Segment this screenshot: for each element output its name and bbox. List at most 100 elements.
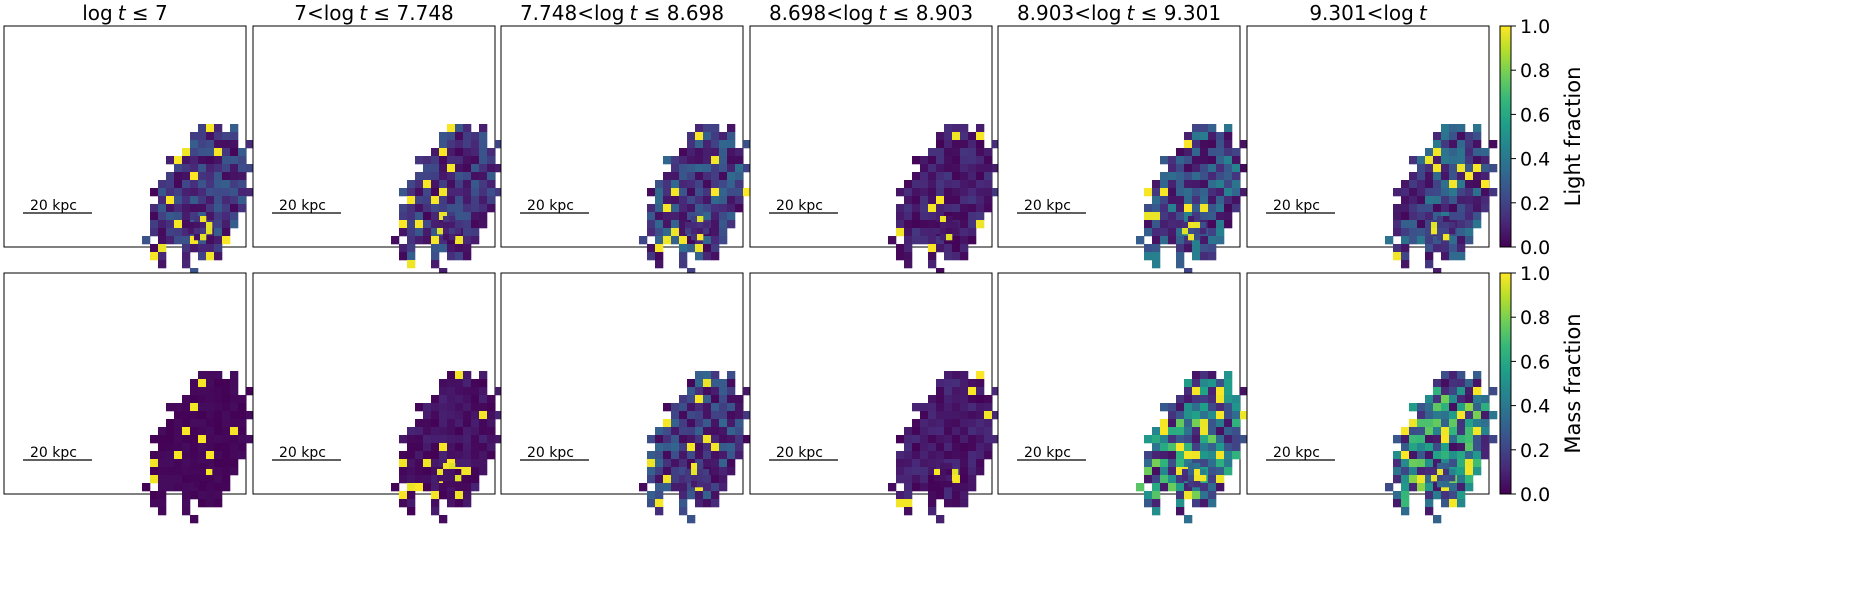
pixel bbox=[976, 164, 985, 173]
pixel bbox=[206, 148, 215, 157]
pixel bbox=[1473, 467, 1482, 476]
pixel bbox=[214, 491, 223, 500]
pixel bbox=[182, 395, 191, 404]
pixel bbox=[407, 451, 416, 460]
pixel bbox=[214, 220, 223, 229]
pixel bbox=[904, 491, 913, 500]
pixel bbox=[391, 483, 400, 492]
panel-r0-c3: 20 kpc bbox=[749, 25, 1001, 277]
pixel bbox=[222, 140, 231, 149]
pixel bbox=[727, 212, 736, 221]
pixel bbox=[222, 395, 231, 404]
pixel bbox=[463, 140, 472, 149]
pixel bbox=[679, 427, 688, 436]
companion-pixel bbox=[188, 475, 195, 482]
pixel bbox=[1208, 252, 1217, 261]
pixel bbox=[711, 156, 720, 165]
pixel bbox=[415, 475, 424, 484]
pixel bbox=[695, 371, 704, 380]
pixel bbox=[174, 204, 183, 213]
pixel bbox=[1216, 435, 1225, 444]
pixel bbox=[431, 427, 440, 436]
pixel bbox=[238, 435, 247, 444]
pixel bbox=[1457, 475, 1466, 484]
pixel bbox=[1208, 435, 1217, 444]
pixel bbox=[222, 132, 231, 141]
pixel bbox=[928, 148, 937, 157]
companion-pixel bbox=[194, 463, 201, 470]
pixel bbox=[984, 148, 993, 157]
pixel bbox=[920, 483, 929, 492]
pixel bbox=[1425, 491, 1434, 500]
pixel bbox=[1457, 196, 1466, 205]
companion-pixel bbox=[1194, 222, 1201, 229]
pixel bbox=[415, 427, 424, 436]
pixel bbox=[1208, 148, 1217, 157]
pixel bbox=[912, 427, 921, 436]
pixel bbox=[1465, 196, 1474, 205]
pixel bbox=[214, 196, 223, 205]
pixel bbox=[1481, 451, 1490, 460]
pixel bbox=[719, 212, 728, 221]
pixel bbox=[479, 403, 488, 412]
pixel bbox=[1208, 236, 1217, 245]
pixel bbox=[1449, 244, 1458, 253]
pixel bbox=[1192, 244, 1201, 253]
pixel bbox=[1184, 387, 1193, 396]
pixel bbox=[1136, 483, 1145, 492]
pixel bbox=[960, 443, 969, 452]
companion-pixel bbox=[1437, 216, 1444, 223]
pixel bbox=[182, 228, 191, 237]
pixel bbox=[711, 252, 720, 261]
pixel bbox=[190, 148, 199, 157]
pixel bbox=[1168, 419, 1177, 428]
pixel bbox=[936, 196, 945, 205]
pixel bbox=[455, 196, 464, 205]
pixel bbox=[1425, 427, 1434, 436]
pixel bbox=[174, 435, 183, 444]
pixel bbox=[968, 132, 977, 141]
pixel bbox=[214, 252, 223, 261]
pixel bbox=[471, 483, 480, 492]
pixel bbox=[1433, 156, 1442, 165]
pixel bbox=[158, 204, 167, 213]
pixel bbox=[711, 180, 720, 189]
pixel bbox=[150, 467, 159, 476]
pixel bbox=[1224, 403, 1233, 412]
pixel bbox=[904, 475, 913, 484]
pixel bbox=[904, 507, 913, 516]
pixel bbox=[719, 148, 728, 157]
pixel bbox=[904, 196, 913, 205]
pixel bbox=[952, 180, 961, 189]
pixel bbox=[727, 148, 736, 157]
pixel bbox=[174, 236, 183, 245]
pixel bbox=[647, 459, 656, 468]
pixel bbox=[1216, 212, 1225, 221]
pixel bbox=[711, 379, 720, 388]
pixel bbox=[703, 204, 712, 213]
pixel bbox=[1184, 395, 1193, 404]
pixel bbox=[920, 403, 929, 412]
pixel bbox=[487, 395, 496, 404]
colorbar-tick-label: 0.0 bbox=[1520, 237, 1550, 259]
companion-pixel bbox=[443, 469, 450, 476]
pixel bbox=[1385, 483, 1394, 492]
companion-pixel bbox=[940, 228, 947, 235]
pixel bbox=[1208, 443, 1217, 452]
companion-pixel bbox=[443, 228, 450, 235]
pixel bbox=[1433, 164, 1442, 173]
pixel bbox=[647, 204, 656, 213]
companion-pixel bbox=[449, 216, 456, 223]
pixel bbox=[471, 435, 480, 444]
pixel bbox=[679, 475, 688, 484]
pixel bbox=[976, 419, 985, 428]
pixel bbox=[198, 180, 207, 189]
pixel bbox=[463, 411, 472, 420]
pixel bbox=[190, 515, 199, 524]
pixel bbox=[198, 140, 207, 149]
pixel bbox=[158, 244, 167, 253]
pixel bbox=[687, 451, 696, 460]
pixel bbox=[1200, 212, 1209, 221]
pixel bbox=[1449, 140, 1458, 149]
pixel bbox=[952, 483, 961, 492]
